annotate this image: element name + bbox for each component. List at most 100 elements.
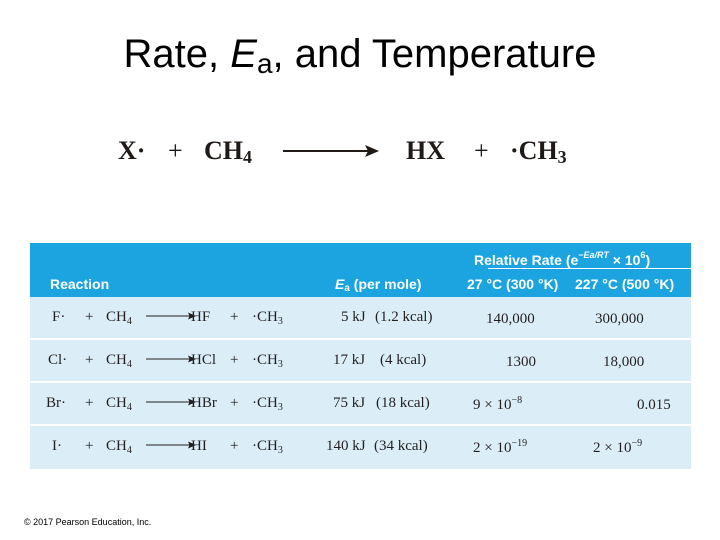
row-ea-kj: 75 kJ (333, 395, 366, 411)
row-plus-2: + (230, 395, 239, 411)
row-rate-500k-base: 2 × 10 (593, 440, 632, 456)
row-radical: Cl· (48, 352, 68, 368)
row-reactant-base: CH (106, 352, 127, 368)
header-temp-500k: 227 °C (500 °K) (575, 276, 675, 292)
row-product2-base: ·CH (252, 309, 278, 325)
row-divider (30, 381, 691, 383)
row-rate-500k: 18,000 (603, 352, 644, 371)
title-prefix: Rate, (123, 32, 231, 76)
header-relative-rate-prefix: Relative Rate (e (474, 252, 579, 268)
copyright-notice: © 2017 Pearson Education, Inc. (24, 517, 152, 527)
row-rate-300k-base: 2 × 10 (473, 440, 512, 456)
row-product2: ·CH3 (252, 438, 283, 456)
row-plus-2: + (230, 309, 239, 325)
header-ea-subscript: a (344, 283, 350, 294)
row-rate-300k-base: 9 × 10 (473, 397, 512, 413)
row-ea-kcal: (4 kcal) (380, 352, 427, 368)
row-reactant: CH4 (106, 309, 132, 327)
reaction-arrow-icon (283, 145, 379, 157)
row-reactant: CH4 (106, 352, 132, 370)
row-ea-kcal: (18 kcal) (376, 395, 430, 411)
row-rate-300k-exp: −19 (511, 438, 528, 449)
row-rate-300k: 2 × 10−19 (473, 438, 527, 457)
rate-table: Reaction Ea (per mole) Relative Rate (e−… (30, 243, 691, 469)
row-arrow-icon (146, 441, 196, 449)
table-row: F· + CH4 HF + ·CH3 5 kJ (1.2 kcal) 140,0… (30, 297, 691, 338)
row-rate-500k-exp: −9 (631, 438, 643, 449)
row-reactant: CH4 (106, 438, 132, 456)
row-rate-300k-base: 1300 (506, 354, 536, 370)
equation-product-ch3-sub: 3 (557, 147, 567, 167)
row-product: HBr (191, 395, 217, 411)
row-reactant-base: CH (106, 438, 127, 454)
row-plus-2: + (230, 438, 239, 454)
equation-reactant-ch4: CH4 (204, 136, 252, 168)
header-relative-rate-exponent: −Ea/RT (578, 250, 609, 260)
equation-product-ch3-base: ·CH (510, 136, 558, 165)
table-row: Br· + CH4 HBr + ·CH3 75 kJ (18 kcal) 9 ×… (30, 383, 691, 424)
row-plus-1: + (85, 352, 94, 368)
header-relative-rate-suffix: × 10 (608, 252, 641, 268)
row-rate-300k-exp: −8 (511, 395, 523, 406)
row-rate-500k-base: 18,000 (603, 354, 645, 370)
header-temp-300k: 27 °C (300 °K) (467, 276, 559, 292)
row-reactant-sub: 4 (126, 445, 132, 456)
row-ea-kcal: (1.2 kcal) (375, 309, 433, 325)
table-row: I· + CH4 HI + ·CH3 140 kJ (34 kcal) 2 × … (30, 426, 691, 467)
row-product2-base: ·CH (252, 438, 278, 454)
row-reactant-sub: 4 (126, 402, 132, 413)
row-arrow-icon (146, 355, 196, 363)
equation-plus-1: + (168, 136, 183, 165)
row-product: HI (191, 438, 207, 454)
header-ea: Ea (per mole) (335, 276, 421, 294)
reaction-equation: X· + CH4 HX + ·CH3 (0, 132, 720, 172)
row-reactant-sub: 4 (126, 359, 132, 370)
header-reaction: Reaction (50, 276, 110, 292)
table-row: Cl· + CH4 HCl + ·CH3 17 kJ (4 kcal) 1300… (30, 340, 691, 381)
header-divider (488, 268, 691, 269)
row-product: HCl (191, 352, 217, 368)
equation-reactant-ch4-sub: 4 (243, 147, 252, 167)
row-ea-kj: 17 kJ (333, 352, 366, 368)
header-relative-rate: Relative Rate (e−Ea/RT × 106) (474, 250, 650, 268)
row-rate-500k: 300,000 (595, 309, 644, 328)
equation-product-ch3: ·CH3 (510, 136, 567, 168)
row-rate-300k-base: 140,000 (486, 311, 535, 327)
row-product2-sub: 3 (277, 445, 283, 456)
header-relative-rate-close: ) (645, 252, 651, 268)
row-plus-2: + (230, 352, 239, 368)
header-relative-rate-power: 6 (640, 250, 646, 260)
page-title: Rate, Ea, and Temperature (0, 30, 720, 88)
equation-product-hx: HX (406, 136, 445, 165)
row-rate-300k: 1300 (506, 352, 536, 371)
row-plus-1: + (85, 438, 94, 454)
row-reactant: CH4 (106, 395, 132, 413)
row-product2: ·CH3 (252, 309, 283, 327)
title-ea-symbol: E (230, 32, 257, 76)
row-reactant-base: CH (106, 395, 127, 411)
row-plus-1: + (85, 309, 94, 325)
row-rate-500k-base: 0.015 (637, 397, 671, 413)
equation-reactant-ch4-base: CH (204, 136, 243, 165)
row-product2: ·CH3 (252, 395, 283, 413)
title-suffix: , and Temperature (272, 32, 597, 76)
row-rate-300k: 140,000 (486, 309, 535, 328)
row-rate-500k: 0.015 (637, 395, 671, 414)
row-ea-kj: 5 kJ (341, 309, 366, 325)
row-product2: ·CH3 (252, 352, 283, 370)
row-product: HF (191, 309, 211, 325)
row-arrow-icon (146, 312, 196, 320)
row-rate-500k-base: 300,000 (595, 311, 644, 327)
row-ea-kj: 140 kJ (326, 438, 366, 454)
row-rate-500k: 2 × 10−9 (593, 438, 642, 457)
row-rate-300k: 9 × 10−8 (473, 395, 522, 414)
row-reactant-base: CH (106, 309, 127, 325)
row-radical: Br· (46, 395, 66, 411)
row-divider (30, 338, 691, 340)
equation-plus-2: + (474, 136, 489, 165)
row-product2-sub: 3 (277, 359, 283, 370)
row-ea-kcal: (34 kcal) (374, 438, 428, 454)
equation-reactant-x: X· (118, 136, 146, 165)
row-product2-base: ·CH (252, 395, 278, 411)
row-radical: I· (52, 438, 62, 454)
